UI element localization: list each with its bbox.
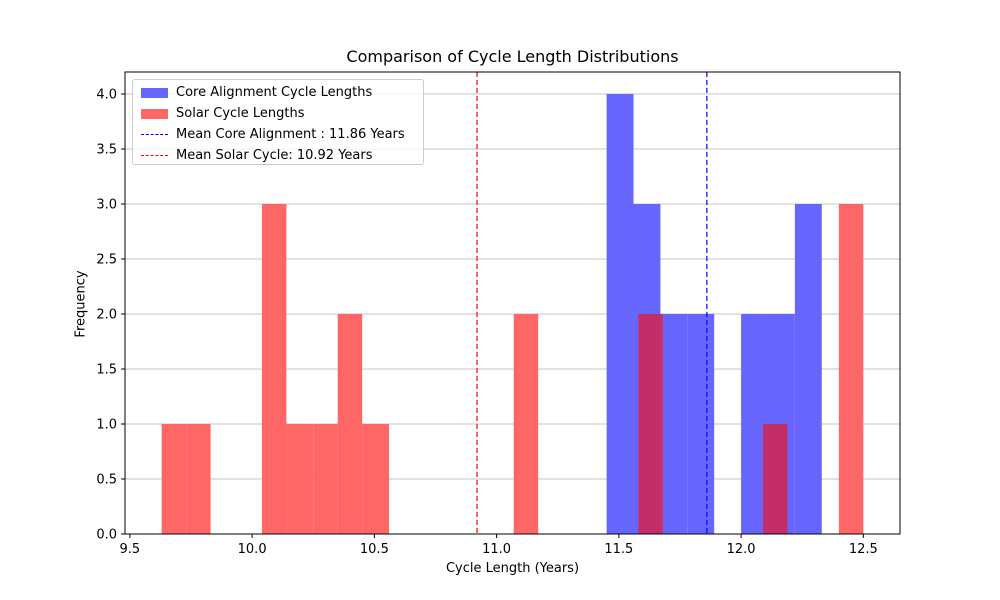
histogram-bar: [362, 424, 390, 534]
histogram-bar: [513, 314, 539, 534]
histogram-bar: [313, 424, 338, 534]
histogram-bar: [660, 314, 688, 534]
legend-swatch-core: [141, 87, 168, 98]
x-tick-label: 12.5: [849, 542, 878, 557]
legend-item-mean-solar: Mean Solar Cycle: 10.92 Years: [141, 145, 415, 166]
histogram-bar: [186, 424, 211, 534]
histogram-bar: [687, 314, 715, 534]
overlap-bars: [638, 314, 788, 534]
y-tick-label: 1.5: [96, 363, 117, 378]
y-tick-label: 2.5: [96, 253, 117, 268]
y-axis-label: Frequency: [73, 270, 89, 338]
histogram-bar: [286, 424, 314, 534]
overlap-bar: [638, 314, 661, 534]
histogram-bar: [838, 204, 864, 534]
y-tick-label: 0.5: [96, 473, 117, 488]
axes-frame: [124, 71, 901, 535]
legend-label-mean-core: Mean Core Alignment : 11.86 Years: [176, 127, 405, 142]
overlap-bar: [763, 424, 768, 534]
x-tick-label: 10.0: [238, 542, 267, 557]
legend-item-core: Core Alignment Cycle Lengths: [141, 82, 415, 103]
histogram-bar: [794, 204, 822, 534]
legend-label-mean-solar: Mean Solar Cycle: 10.92 Years: [176, 148, 373, 163]
overlap-bar: [767, 424, 788, 534]
x-tick-label: 9.5: [120, 542, 141, 557]
legend: Core Alignment Cycle Lengths Solar Cycle…: [132, 79, 424, 165]
histogram-bar: [606, 94, 634, 534]
legend-item-mean-core: Mean Core Alignment : 11.86 Years: [141, 124, 415, 145]
histogram-bar: [261, 204, 287, 534]
x-tick-label: 10.5: [360, 542, 389, 557]
histogram-bar: [337, 314, 363, 534]
x-tick-label: 11.5: [604, 542, 633, 557]
y-tick-label: 1.0: [96, 418, 117, 433]
x-tick-label: 12.0: [727, 542, 756, 557]
histogram-bars: [161, 94, 864, 534]
x-axis-ticks: 9.5 10.0 10.5 11.0 11.5 12.0 12.5: [120, 534, 878, 557]
y-tick-label: 4.0: [96, 88, 117, 103]
y-tick-label: 3.0: [96, 198, 117, 213]
x-tick-label: 11.0: [482, 542, 511, 557]
legend-label-solar: Solar Cycle Lengths: [176, 106, 305, 121]
histogram-bar: [161, 424, 187, 534]
x-axis-label: Cycle Length (Years): [445, 561, 580, 576]
chart-title: Comparison of Cycle Length Distributions: [346, 47, 679, 66]
legend-line-mean-core: [141, 134, 168, 135]
legend-item-solar: Solar Cycle Lengths: [141, 103, 415, 124]
y-axis-ticks: 0.0 0.5 1.0 1.5 2.0 2.5 3.0 3.5 4.0: [96, 88, 125, 543]
y-tick-label: 3.5: [96, 143, 117, 158]
overlap-bar: [660, 314, 663, 534]
legend-label-core: Core Alignment Cycle Lengths: [176, 85, 373, 100]
y-tick-label: 2.0: [96, 308, 117, 323]
legend-line-mean-solar: [141, 155, 168, 156]
y-tick-label: 0.0: [96, 528, 117, 543]
legend-swatch-solar: [141, 108, 168, 119]
series-0: [606, 94, 822, 534]
mean-lines: [476, 72, 708, 534]
